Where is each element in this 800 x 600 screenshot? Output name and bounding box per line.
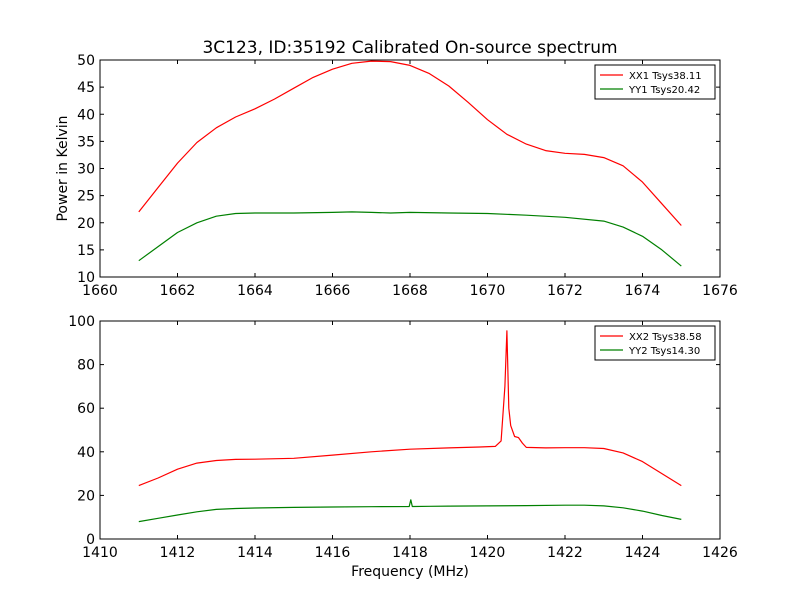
series-line-1 bbox=[138, 330, 682, 487]
figure-title: 3C123, ID:35192 Calibrated On-source spe… bbox=[202, 38, 617, 58]
x-tick-label: 1676 bbox=[702, 283, 738, 299]
x-tick-label: 1672 bbox=[547, 283, 583, 299]
y-tick-label: 45 bbox=[77, 80, 95, 96]
x-tick-label: 1666 bbox=[315, 283, 351, 299]
y-tick-label: 100 bbox=[68, 314, 95, 330]
x-tick-label: 1674 bbox=[625, 283, 661, 299]
x-tick-label: 1424 bbox=[625, 545, 661, 561]
y-tick-label: 25 bbox=[77, 189, 95, 205]
y-tick-label: 60 bbox=[77, 401, 95, 417]
y-tick-label: 0 bbox=[86, 532, 95, 548]
y-tick-label: 20 bbox=[77, 216, 95, 232]
x-tick-label: 1668 bbox=[392, 283, 428, 299]
legend-entry: XX2 Tsys38.58 bbox=[629, 332, 702, 343]
x-tick-label: 1670 bbox=[470, 283, 506, 299]
bottom-spectrum-panel: 1410 1412 1414 1416 1418 1420 1422 1424 1426 0 20 4… bbox=[68, 314, 738, 561]
x-tick-label: 1662 bbox=[160, 283, 196, 299]
x-tick-label: 1414 bbox=[237, 545, 273, 561]
y-tick-label: 10 bbox=[77, 270, 95, 286]
series-line-2 bbox=[138, 499, 682, 523]
x-tick-label: 1412 bbox=[160, 545, 196, 561]
x-tick-label: 1416 bbox=[315, 545, 351, 561]
legend-box bbox=[594, 325, 716, 361]
x-tick-label: 1420 bbox=[470, 545, 506, 561]
y-tick-label: 50 bbox=[77, 53, 95, 69]
legend-entry: YY2 Tsys14.30 bbox=[628, 346, 700, 357]
y-tick-label: 30 bbox=[77, 162, 95, 178]
y-tick-label: 40 bbox=[77, 107, 95, 123]
y-tick-label: 15 bbox=[77, 243, 95, 259]
x-tick-label: 1422 bbox=[547, 545, 583, 561]
series-line-2 bbox=[138, 211, 682, 267]
legend-entry: YY1 Tsys20.42 bbox=[628, 85, 700, 96]
x-tick-label: 1426 bbox=[702, 545, 738, 561]
y-tick-label: 80 bbox=[77, 358, 95, 374]
legend-entry: XX1 Tsys38.11 bbox=[629, 71, 702, 82]
x-tick-label: 1664 bbox=[237, 283, 273, 299]
x-axis-label: Frequency (MHz) bbox=[351, 564, 469, 580]
y-tick-label: 20 bbox=[77, 488, 95, 504]
y-tick-label: 35 bbox=[77, 134, 95, 150]
y-tick-label: 40 bbox=[77, 445, 95, 461]
x-tick-label: 1418 bbox=[392, 545, 428, 561]
x-tick-label: 1660 bbox=[82, 283, 118, 299]
legend-box bbox=[594, 64, 716, 100]
x-tick-label: 1410 bbox=[82, 545, 118, 561]
y-axis-label: Power in Kelvin bbox=[55, 115, 71, 221]
top-spectrum-panel: 1660 1662 1664 1666 1668 1670 1672 1674 1676 10 15… bbox=[55, 53, 738, 299]
series-line-1 bbox=[138, 60, 682, 226]
